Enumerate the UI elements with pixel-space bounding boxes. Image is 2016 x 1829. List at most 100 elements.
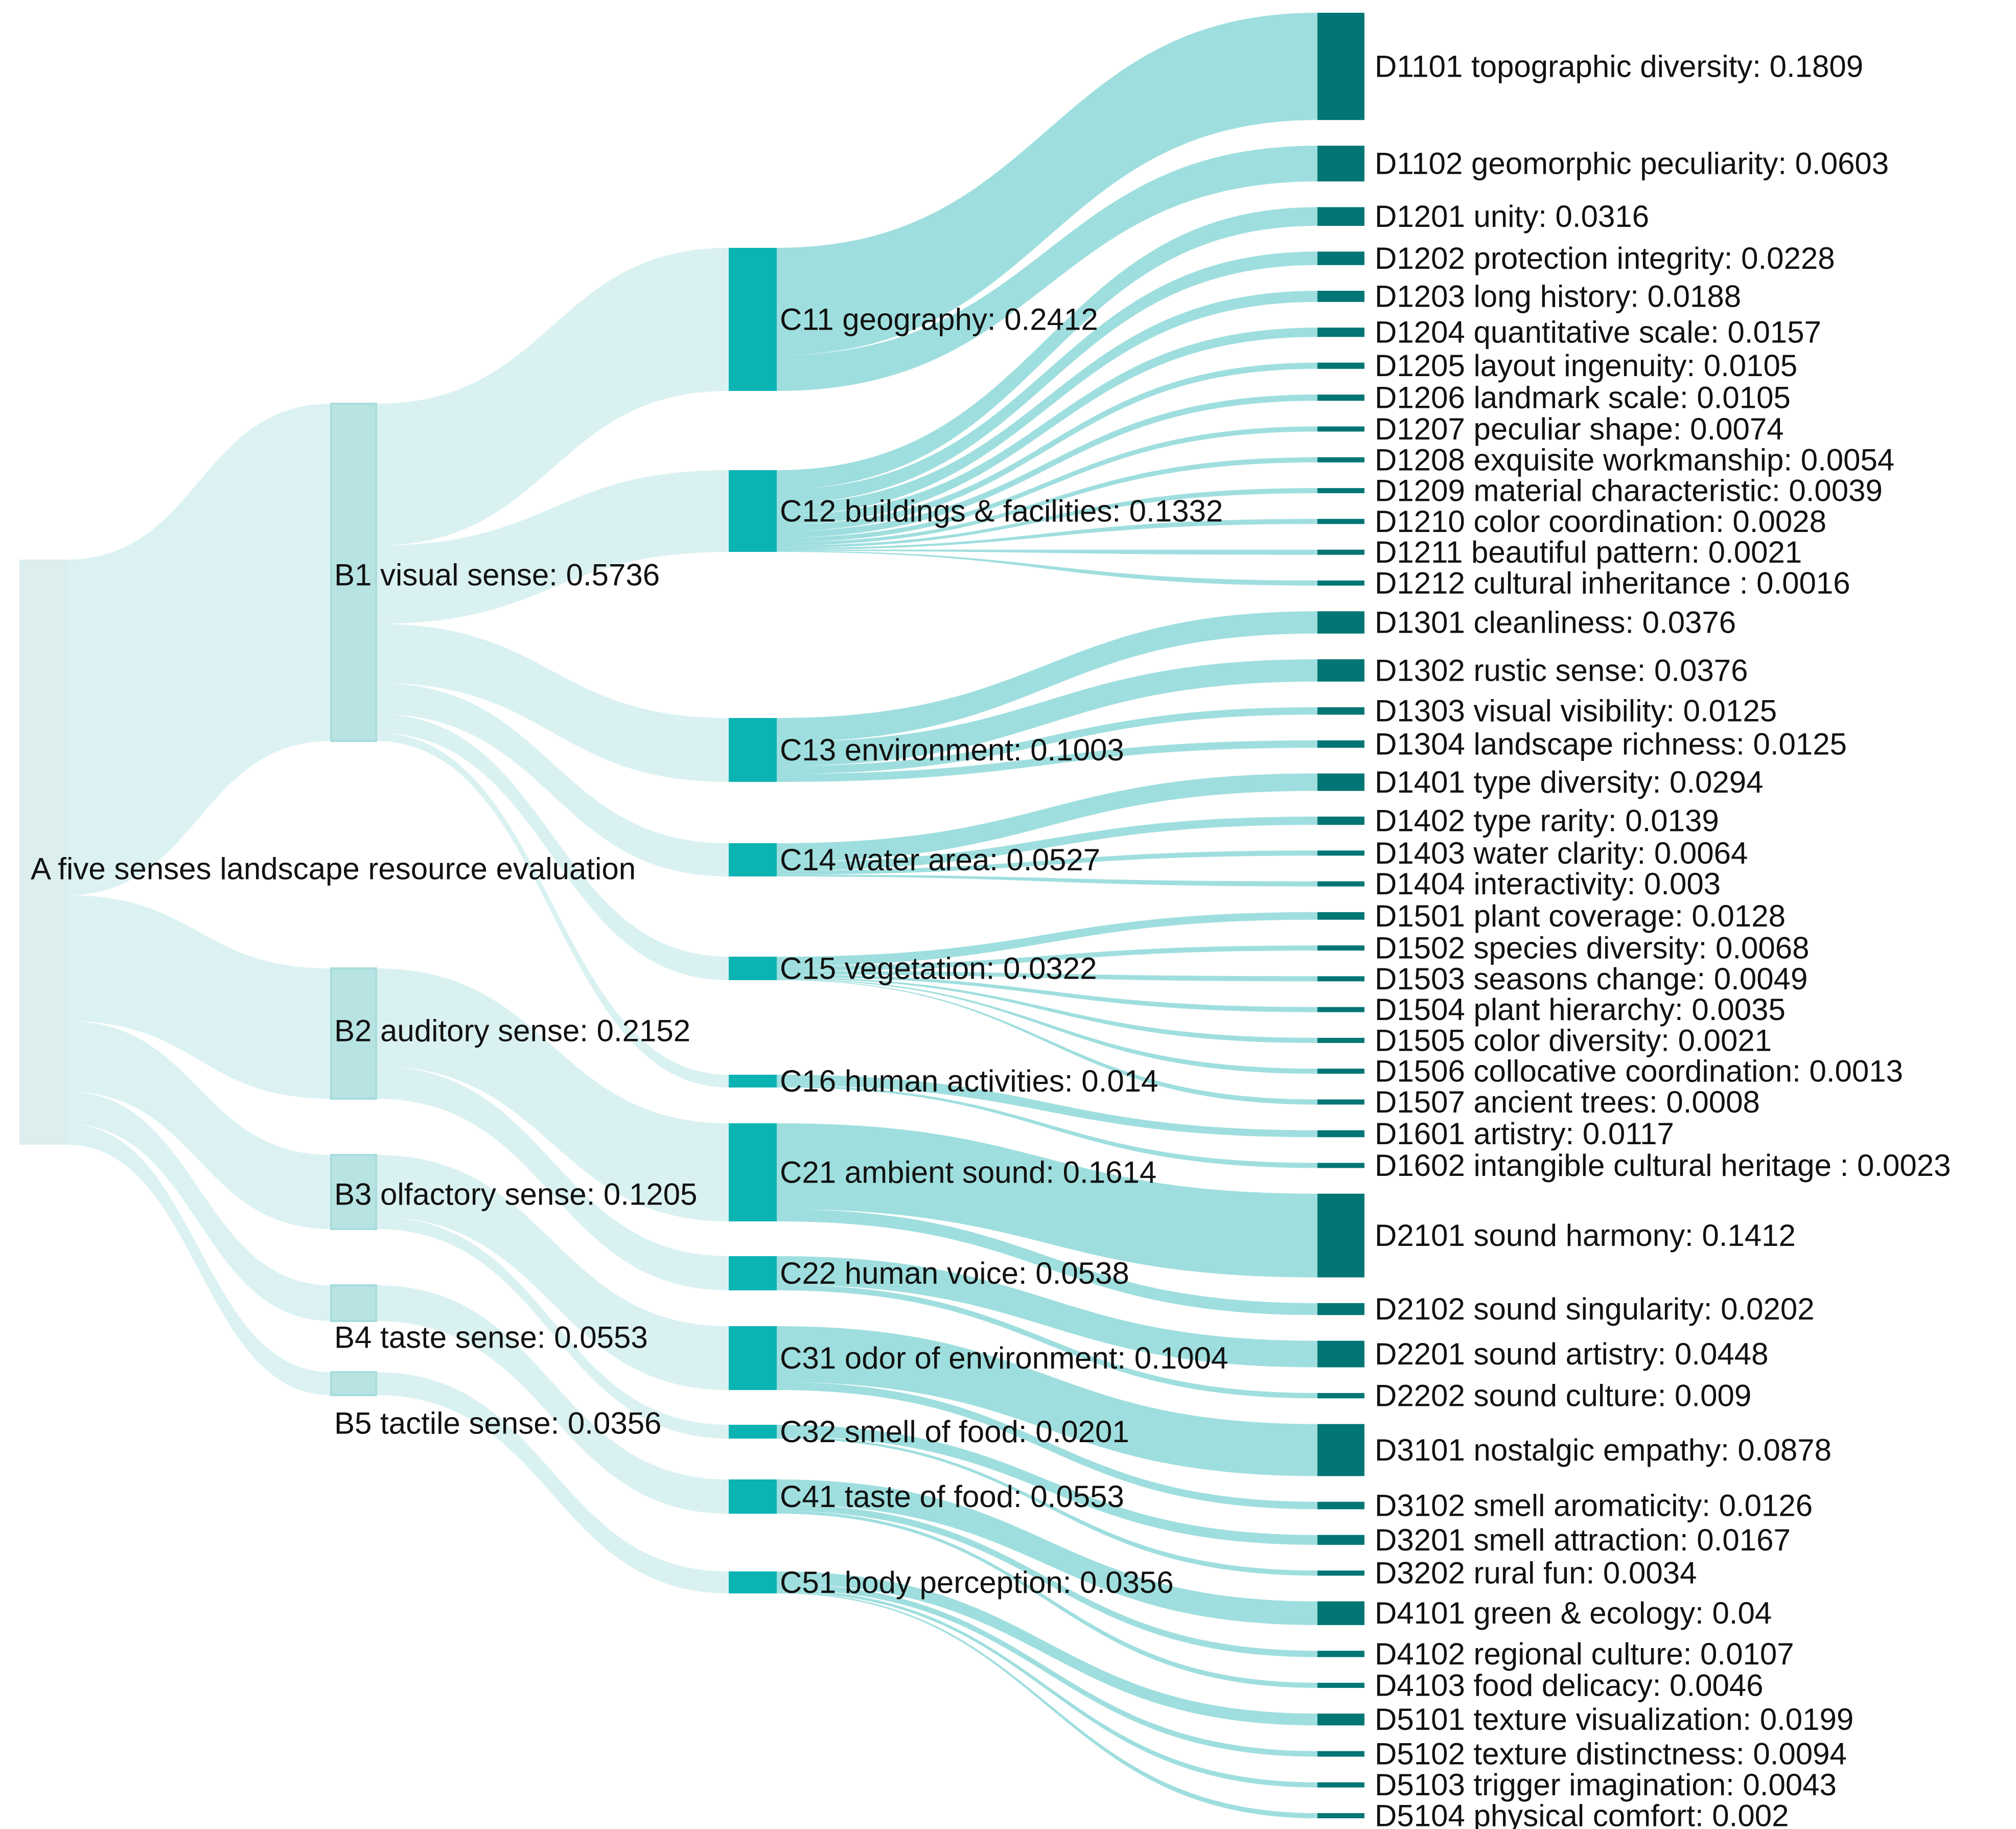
label-D1205: D1205 layout ingenuity: 0.0105 [1375,349,1797,383]
node-D1402 [1317,816,1364,825]
label-D1212: D1212 cultural inheritance : 0.0016 [1375,566,1850,600]
link-C13-D1303 [777,707,1317,774]
link-C13-D1304 [777,740,1317,782]
node-D2102 [1317,1303,1364,1315]
node-D1401 [1317,773,1364,791]
node-B3 [330,1154,377,1230]
node-B4 [330,1284,377,1322]
label-B4: B4 taste sense: 0.0553 [334,1321,648,1355]
label-D1506: D1506 collocative coordination: 0.0013 [1375,1054,1903,1089]
link-C15-D1503 [777,971,1317,982]
link-C21-D2102 [777,1209,1317,1315]
link-B5-C51 [376,1372,729,1593]
link-C12-D1204 [777,328,1317,525]
node-B1 [330,403,377,742]
link-C11-D1101 [777,13,1317,355]
label-D1101: D1101 topographic diversity: 0.1809 [1375,49,1863,83]
node-C11 [729,248,777,391]
link-C51-D5104 [777,1592,1317,1818]
link-C14-D1402 [777,816,1317,871]
link-C31-D3101 [777,1326,1317,1476]
link-C22-D2201 [777,1256,1317,1368]
link-C15-D1507 [777,979,1317,1105]
label-D3102: D3102 smell aromaticity: 0.0126 [1375,1489,1813,1523]
link-C51-D5101 [777,1571,1317,1726]
label-D1404: D1404 interactivity: 0.003 [1375,867,1721,901]
link-C15-D1504 [777,975,1317,1012]
label-D4103: D4103 food delicacy: 0.0046 [1375,1668,1764,1702]
link-C16-D1601 [777,1075,1317,1138]
label-D1505: D1505 color diversity: 0.0021 [1375,1023,1772,1057]
link-C12-D1208 [777,457,1317,546]
node-C15 [729,957,777,980]
label-D5104: D5104 physical comfort: 0.002 [1375,1799,1789,1829]
label-B3: B3 olfactory sense: 0.1205 [334,1177,697,1212]
node-D2201 [1317,1340,1364,1368]
link-B1-C14 [376,683,729,876]
node-D1502 [1317,945,1364,951]
label-C15: C15 vegetation: 0.0322 [780,952,1097,986]
link-C41-D4101 [777,1479,1317,1625]
link-B3-C32 [376,1216,729,1439]
link-C12-D1201 [777,207,1317,490]
link-C12-D1210 [777,519,1317,550]
label-C41: C41 taste of food: 0.0553 [780,1479,1124,1514]
label-D1201: D1201 unity: 0.0316 [1375,199,1649,234]
node-D1503 [1317,976,1364,982]
link-C12-D1211 [777,549,1317,555]
label-D1211: D1211 beautiful pattern: 0.0021 [1375,535,1802,569]
node-D4102 [1317,1651,1364,1657]
node-D1205 [1317,362,1364,369]
link-C14-D1404 [777,874,1317,887]
node-D1301 [1317,611,1364,634]
label-A: A five senses landscape resource evaluat… [31,852,636,886]
link-C22-D2202 [777,1284,1317,1399]
link-C31-D3102 [777,1382,1317,1510]
link-C41-D4103 [777,1511,1317,1688]
node-D1303 [1317,707,1364,715]
label-D1102: D1102 geomorphic peculiarity: 0.0603 [1375,147,1889,181]
label-D4102: D4102 regional culture: 0.0107 [1375,1637,1794,1671]
label-D1202: D1202 protection integrity: 0.0228 [1375,241,1835,275]
label-D1302: D1302 rustic sense: 0.0376 [1375,653,1748,687]
node-D1206 [1317,395,1364,401]
label-D3201: D3201 smell attraction: 0.0167 [1375,1523,1791,1557]
node-D5104 [1317,1813,1364,1818]
link-A-B4 [66,1091,331,1321]
link-B4-C41 [376,1285,729,1514]
label-D1204: D1204 quantitative scale: 0.0157 [1375,315,1821,350]
label-D2201: D2201 sound artistry: 0.0448 [1375,1337,1768,1371]
label-C32: C32 smell of food: 0.0201 [780,1415,1129,1449]
node-C41 [729,1479,777,1514]
label-D5101: D5101 texture visualization: 0.0199 [1375,1702,1853,1737]
label-C22: C22 human voice: 0.0538 [780,1256,1129,1290]
link-B3-C31 [376,1155,729,1390]
label-D2101: D2101 sound harmony: 0.1412 [1375,1218,1796,1253]
label-B2: B2 auditory sense: 0.2152 [334,1014,690,1048]
link-A-B3 [66,1021,331,1229]
label-D1401: D1401 type diversity: 0.0294 [1375,765,1763,799]
node-D3101 [1317,1424,1364,1476]
node-C13 [729,718,777,782]
link-C12-D1202 [777,251,1317,504]
node-C32 [729,1425,777,1439]
link-C15-D1505 [777,977,1317,1043]
node-D1504 [1317,1007,1364,1012]
label-B1: B1 visual sense: 0.5736 [334,558,660,592]
node-D5102 [1317,1751,1364,1757]
node-D1501 [1317,912,1364,920]
node-D5103 [1317,1782,1364,1788]
sankey-labels: A five senses landscape resource evaluat… [31,49,1951,1829]
node-D1505 [1317,1037,1364,1043]
node-D1403 [1317,850,1364,856]
label-D5102: D5102 texture distinctness: 0.0094 [1375,1737,1847,1771]
link-B2-C22 [376,1066,729,1290]
node-D4103 [1317,1682,1364,1688]
link-C12-D1203 [777,291,1317,515]
label-B5: B5 tactile sense: 0.0356 [334,1406,661,1441]
link-C12-D1212 [777,551,1317,586]
node-D1101 [1317,13,1364,120]
label-D1207: D1207 peculiar shape: 0.0074 [1375,412,1784,446]
label-D2202: D2202 sound culture: 0.009 [1375,1379,1751,1413]
label-D1503: D1503 seasons change: 0.0049 [1375,962,1808,996]
